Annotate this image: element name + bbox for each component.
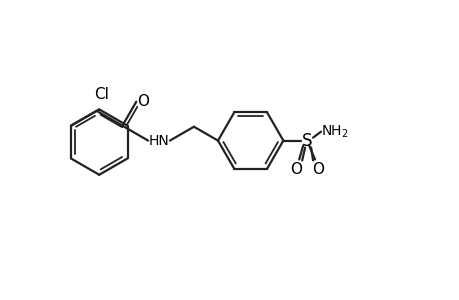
- Text: O: O: [137, 94, 149, 109]
- Text: NH$_2$: NH$_2$: [320, 124, 348, 140]
- Text: O: O: [311, 162, 323, 177]
- Text: Cl: Cl: [94, 87, 108, 102]
- Text: S: S: [301, 132, 312, 150]
- Text: HN: HN: [149, 134, 169, 148]
- Text: O: O: [290, 162, 302, 177]
